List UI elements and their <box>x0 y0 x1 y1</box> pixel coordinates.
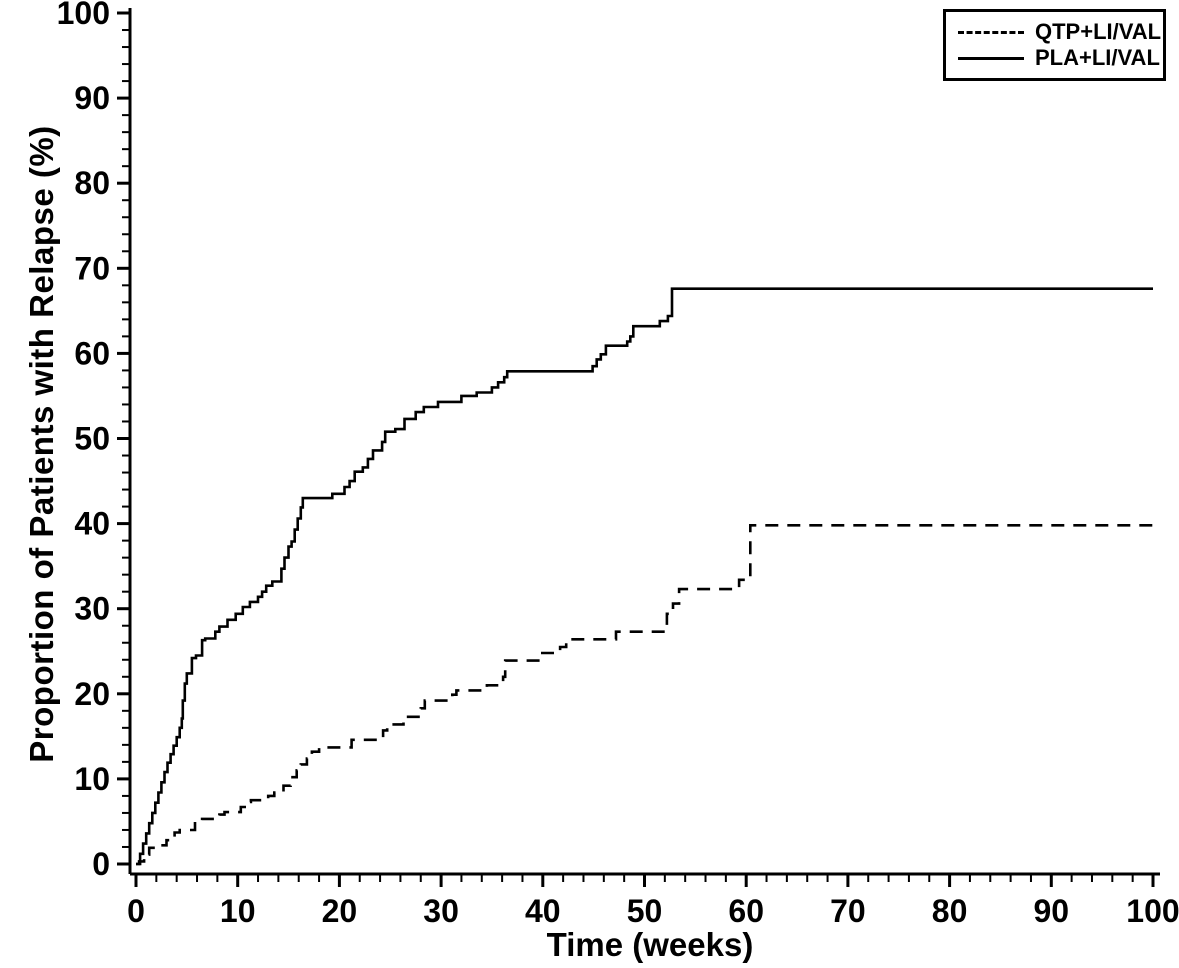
x-tick-label: 20 <box>322 893 358 929</box>
y-tick-label: 70 <box>74 250 110 286</box>
x-tick-label: 60 <box>728 893 764 929</box>
x-tick-label: 10 <box>220 893 256 929</box>
x-tick-label: 90 <box>1034 893 1070 929</box>
x-tick-label: 100 <box>1126 893 1179 929</box>
solid-line-sample <box>958 56 1024 60</box>
y-tick-label: 0 <box>92 846 110 882</box>
legend-label: PLA+LI/VAL <box>1035 45 1160 70</box>
y-tick-label: 50 <box>74 421 110 457</box>
y-tick-label: 20 <box>74 676 110 712</box>
y-tick-label: 90 <box>74 80 110 116</box>
x-tick-label: 70 <box>830 893 866 929</box>
series-pla-li-val-line <box>136 287 1153 866</box>
y-axis-title: Proportion of Patients with Relapse (%) <box>23 125 60 763</box>
dashed-line-sample <box>958 30 1024 34</box>
series-qtp-li-val-line <box>136 524 1153 866</box>
legend: QTP+LI/VAL PLA+LI/VAL <box>943 9 1166 81</box>
y-tick-label: 10 <box>74 761 110 797</box>
x-tick-label: 0 <box>127 893 145 929</box>
x-axis-title: Time (weeks) <box>546 926 754 963</box>
x-tick-label: 30 <box>423 893 459 929</box>
y-tick-label: 80 <box>74 165 110 201</box>
legend-item-qtp: QTP+LI/VAL <box>958 19 1161 45</box>
x-tick-label: 50 <box>627 893 663 929</box>
y-tick-label: 60 <box>74 335 110 371</box>
x-tick-label: 40 <box>525 893 561 929</box>
x-tick-label: 80 <box>932 893 968 929</box>
y-tick-label: 40 <box>74 506 110 542</box>
y-tick-label: 100 <box>57 0 110 31</box>
y-tick-label: 30 <box>74 591 110 627</box>
legend-item-pla: PLA+LI/VAL <box>958 45 1160 71</box>
legend-label: QTP+LI/VAL <box>1035 19 1162 44</box>
